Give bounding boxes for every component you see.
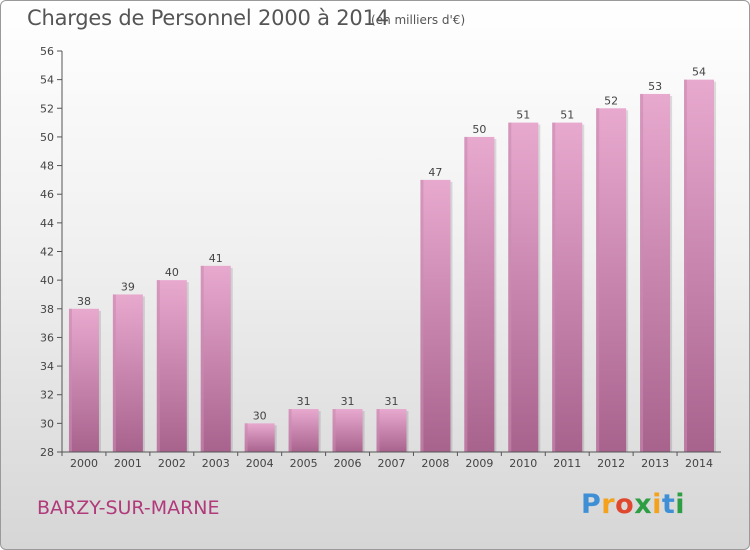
x-tick-label: 2012 [597,457,625,470]
y-tick-label: 44 [40,217,54,230]
bar-value-label: 31 [297,395,311,408]
y-tick-label: 54 [40,74,54,87]
x-axis: 2000 2001 2002 2003 2004 2005 2006 2007 2008 2009… [61,451,721,470]
bar-value-label: 51 [560,109,574,122]
bar-highlight [508,122,512,452]
bars: 38 39 40 41 30 31 31 31 47 50 51 51 52 53 54 [68,66,717,453]
bar-highlight [552,122,556,452]
y-tick-label: 48 [40,160,54,173]
bar [244,423,275,452]
bar-value-label: 51 [516,109,530,122]
bar-value-label: 30 [253,409,267,422]
y-tick-label: 38 [40,303,54,316]
bar [552,122,583,452]
bar-value-label: 41 [209,252,223,265]
bar-value-label: 54 [692,66,706,79]
y-tick-label: 56 [40,45,54,58]
x-tick-label: 2002 [158,457,186,470]
logo-letter: i [652,489,662,520]
proxiti-logo: Proxiti [581,489,685,520]
y-axis: 28 30 32 34 36 38 40 42 44 46 48 50 52 54 56 [40,45,63,459]
bar [684,79,715,453]
x-tick-label: 2010 [509,457,537,470]
y-tick-label: 52 [40,102,54,115]
bar [420,179,451,452]
bar-highlight [200,265,204,452]
x-tick-label: 2005 [290,457,318,470]
x-tick-label: 2006 [334,457,362,470]
y-tick-label: 28 [40,446,54,459]
bar [288,409,319,452]
bar-highlight [464,136,468,452]
commune-name: BARZY-SUR-MARNE [37,497,220,519]
bar [200,265,231,452]
bar [640,93,671,452]
bar [508,122,539,452]
bar-value-label: 31 [385,395,399,408]
bar-highlight [244,423,248,452]
y-tick-label: 30 [40,417,54,430]
y-tick-label: 50 [40,131,54,144]
bar-highlight [640,93,644,452]
x-tick-label: 2013 [641,457,669,470]
bar-value-label: 50 [472,123,486,136]
bar [332,409,363,452]
bar [596,108,627,453]
bar-highlight [376,409,380,452]
logo-letter: x [634,489,653,520]
bar [464,136,495,452]
x-tick-label: 2007 [378,457,406,470]
bar-highlight [596,108,600,453]
y-tick-label: 34 [40,360,54,373]
bar-highlight [684,79,688,453]
y-tick-label: 46 [40,188,54,201]
bar [156,280,187,452]
bar-value-label: 52 [604,94,618,107]
x-tick-label: 2001 [114,457,142,470]
y-tick-label: 40 [40,274,54,287]
x-tick-label: 2014 [685,457,713,470]
bar-highlight [288,409,292,452]
x-tick-label: 2000 [70,457,98,470]
x-tick-label: 2003 [202,457,230,470]
logo-letter: P [581,489,602,520]
bar-highlight [156,280,160,452]
logo-letter: o [615,489,635,520]
logo-letter: t [661,489,676,520]
bar-value-label: 39 [121,280,135,293]
bar-value-label: 53 [648,80,662,93]
bar-highlight [420,179,424,452]
bar [376,409,407,452]
bar-highlight [112,294,116,452]
y-tick-label: 42 [40,246,54,259]
y-tick-label: 32 [40,389,54,402]
bar [112,294,143,452]
bar-value-label: 38 [77,295,91,308]
bar-highlight [332,409,336,452]
bar-value-label: 47 [428,166,442,179]
y-tick-label: 36 [40,331,54,344]
bar-value-label: 31 [341,395,355,408]
x-tick-label: 2009 [465,457,493,470]
x-tick-label: 2008 [421,457,449,470]
logo-letter: r [601,489,616,520]
logo-letter: i [675,489,686,520]
chart-subtitle: (en milliers d'€) [371,13,466,27]
bar-value-label: 40 [165,266,179,279]
chart-title: Charges de Personnel 2000 à 2014 [27,6,389,30]
bar-highlight [68,308,72,452]
x-tick-label: 2004 [246,457,274,470]
x-tick-label: 2011 [553,457,581,470]
bar [68,308,99,452]
